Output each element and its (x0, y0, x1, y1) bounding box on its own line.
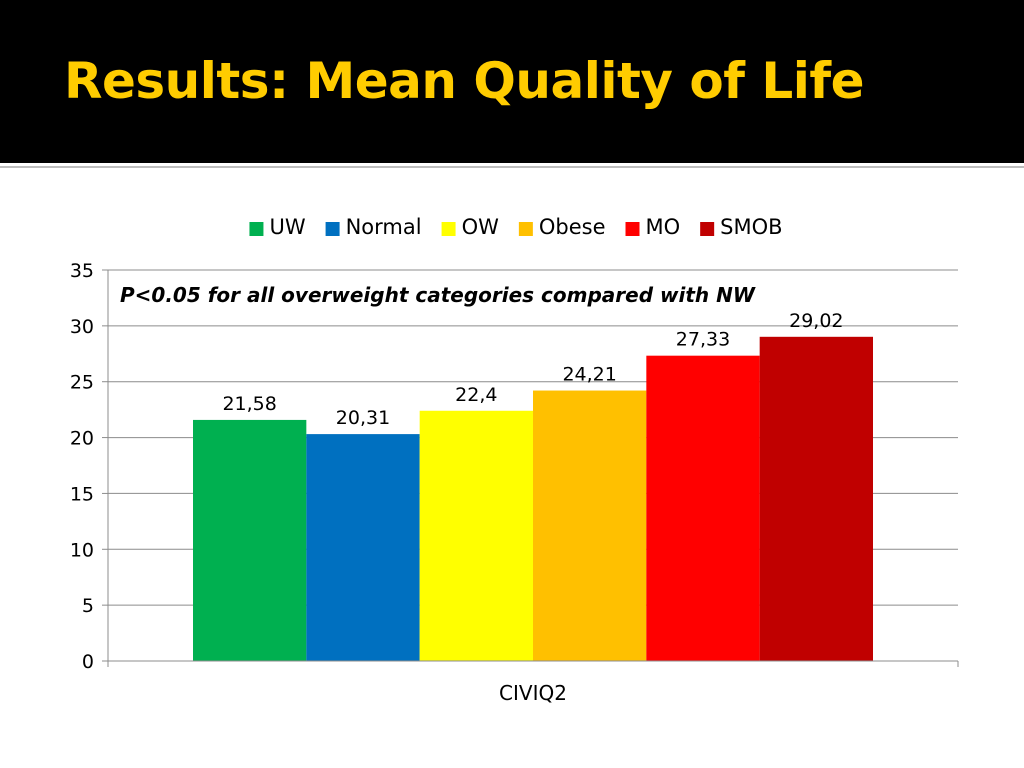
bar-normal (306, 434, 420, 661)
y-tick-label: 20 (70, 428, 94, 450)
legend: UW Normal OW Obese MO SMOB (249, 215, 783, 239)
legend-swatch (249, 222, 264, 236)
legend-label: Normal (346, 215, 422, 239)
legend-item-mo: MO (625, 215, 681, 239)
legend-item-smob: SMOB (700, 215, 783, 239)
chart-annotation: P<0.05 for all overweight categories com… (120, 283, 756, 307)
legend-swatch (325, 222, 340, 236)
data-label-obese: 24,21 (562, 364, 616, 386)
legend-swatch (625, 222, 640, 236)
y-tick-label: 30 (70, 316, 94, 338)
legend-swatch (518, 222, 533, 236)
data-label-uw: 21,58 (222, 393, 276, 415)
data-label-normal: 20,31 (336, 407, 390, 429)
y-axis-ticks: 0 5 10 15 20 25 30 35 (70, 260, 108, 673)
x-category-label: CIVIQ2 (499, 681, 567, 705)
legend-item-normal: Normal (325, 215, 422, 239)
bar-obese (533, 390, 647, 661)
legend-label: UW (269, 215, 305, 239)
legend-swatch (700, 222, 715, 236)
data-label-mo: 27,33 (676, 329, 730, 351)
y-tick-label: 0 (82, 651, 94, 673)
bar-mo (646, 355, 760, 661)
title-bar: Results: Mean Quality of Life (0, 0, 1024, 160)
y-tick-label: 35 (70, 260, 94, 282)
bar-smob (759, 336, 873, 661)
data-labels: 21,58 20,31 22,4 24,21 27,33 29,02 (222, 310, 843, 429)
title-rule-light (0, 166, 1024, 168)
legend-label: Obese (539, 215, 606, 239)
data-label-ow: 22,4 (455, 384, 497, 406)
legend-item-ow: OW (441, 215, 500, 239)
legend-label: MO (646, 215, 681, 239)
legend-label: OW (462, 215, 500, 239)
y-tick-label: 5 (82, 595, 94, 617)
title-rule-dark (0, 160, 1024, 163)
legend-item-uw: UW (249, 215, 306, 239)
bar-ow (419, 410, 533, 661)
axes (107, 270, 959, 667)
slide-title: Results: Mean Quality of Life (64, 52, 865, 110)
y-tick-label: 15 (70, 483, 94, 505)
data-label-smob: 29,02 (789, 310, 843, 332)
legend-label: SMOB (720, 215, 782, 239)
bars (193, 336, 873, 661)
y-tick-label: 10 (70, 539, 94, 561)
bar-uw (193, 419, 307, 661)
legend-swatch (441, 222, 456, 236)
legend-item-obese: Obese (518, 215, 606, 239)
y-tick-label: 25 (70, 372, 94, 394)
